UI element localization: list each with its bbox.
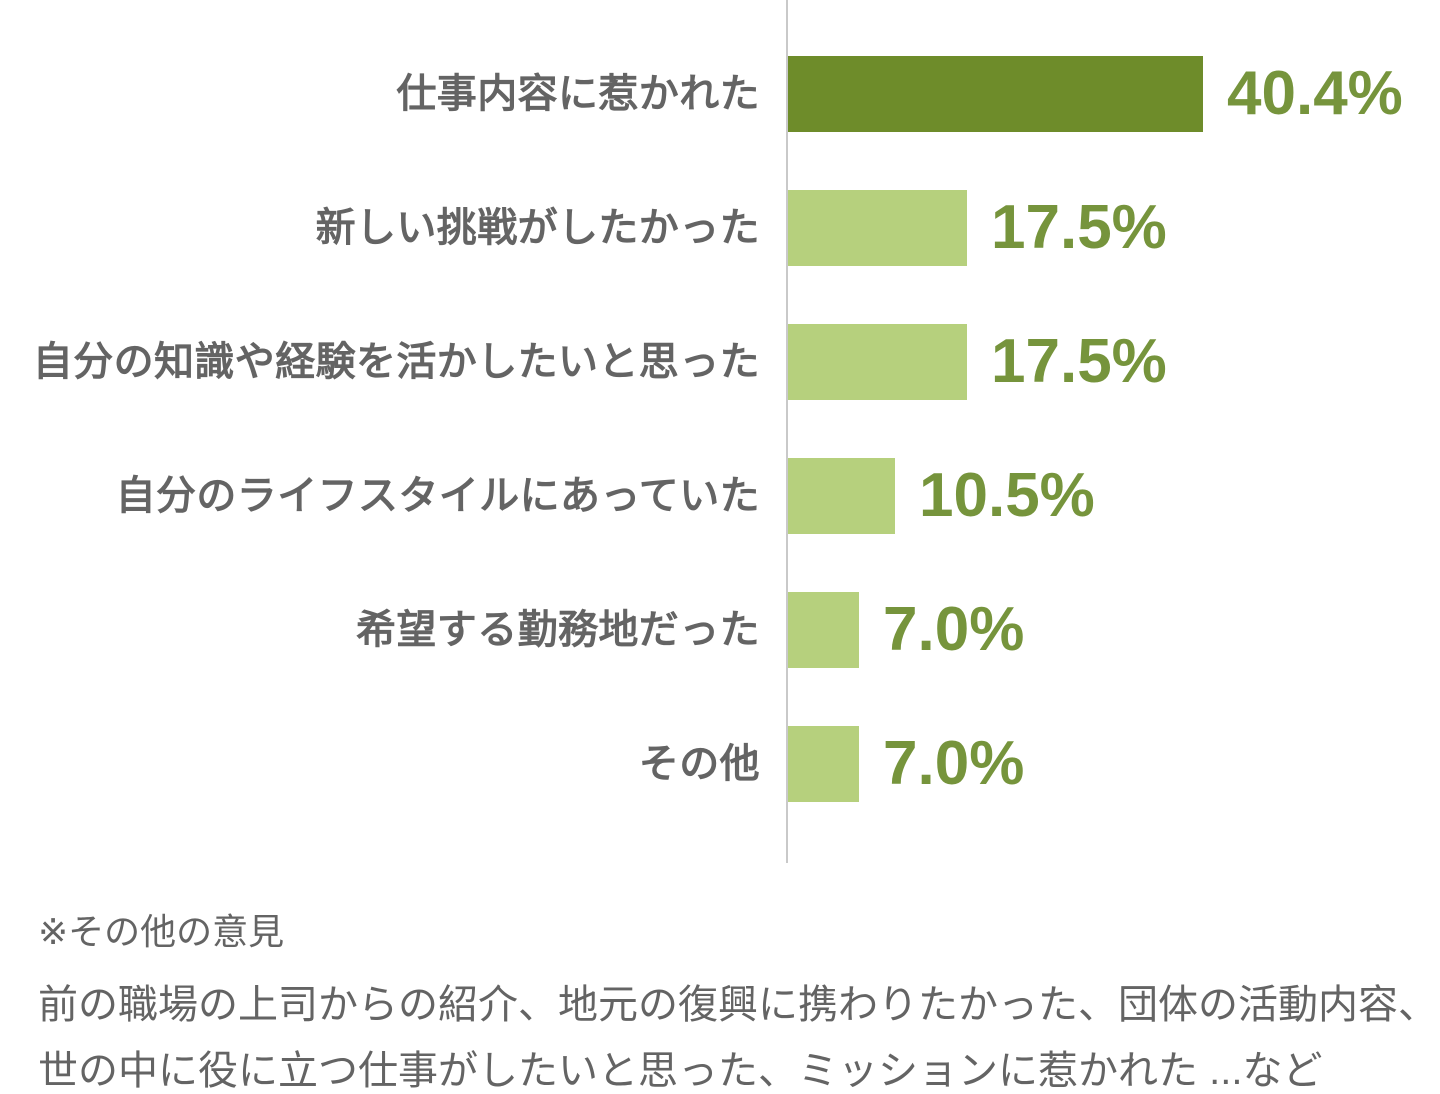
bar-track: 10.5% <box>787 458 1440 534</box>
chart-row: 希望する勤務地だった 7.0% <box>0 563 1440 697</box>
chart-row: 自分の知識や経験を活かしたいと思った 17.5% <box>0 295 1440 429</box>
bar <box>787 190 967 266</box>
bar-track: 17.5% <box>787 324 1440 400</box>
category-label: 希望する勤務地だった <box>356 608 760 652</box>
value-label: 7.0% <box>883 595 1025 664</box>
chart-row: 新しい挑戦がしたかった 17.5% <box>0 161 1440 295</box>
value-label: 40.4% <box>1227 59 1403 128</box>
footnote-heading: ※その他の意見 <box>38 911 285 952</box>
category-label: 自分の知識や経験を活かしたいと思った <box>32 340 760 384</box>
chart-row: 自分のライフスタイルにあっていた 10.5% <box>0 429 1440 563</box>
value-label: 17.5% <box>991 327 1167 396</box>
category-label: 仕事内容に惹かれた <box>396 72 760 116</box>
bar <box>787 324 967 400</box>
value-label: 10.5% <box>919 461 1095 530</box>
category-label: 新しい挑戦がしたかった <box>315 206 760 250</box>
value-label: 7.0% <box>883 729 1025 798</box>
bar-track: 40.4% <box>787 56 1440 132</box>
bar-track: 17.5% <box>787 190 1440 266</box>
category-label: 自分のライフスタイルにあっていた <box>115 474 760 518</box>
footnote-line: 前の職場の上司からの紹介、地元の復興に携わりたかった、団体の活動内容、 <box>38 982 1438 1027</box>
category-label: その他 <box>638 742 760 786</box>
footnote-section: ※その他の意見 前の職場の上司からの紹介、地元の復興に携わりたかった、団体の活動… <box>38 909 1440 1094</box>
chart-row: その他 7.0% <box>0 697 1440 831</box>
value-label: 17.5% <box>991 193 1167 262</box>
footnote-line: 世の中に役に立つ仕事がしたいと思った、ミッションに惹かれた ...など <box>38 1048 1323 1093</box>
chart-area: 仕事内容に惹かれた 40.4% 新しい挑戦がしたかった 17.5% 自分の知識や… <box>0 0 1440 863</box>
chart-row: 仕事内容に惹かれた 40.4% <box>0 27 1440 161</box>
bar <box>787 726 859 802</box>
bar-track: 7.0% <box>787 726 1440 802</box>
bar <box>787 592 859 668</box>
bar <box>787 458 895 534</box>
y-axis-line <box>786 0 788 863</box>
bar-track: 7.0% <box>787 592 1440 668</box>
bar <box>787 56 1203 132</box>
